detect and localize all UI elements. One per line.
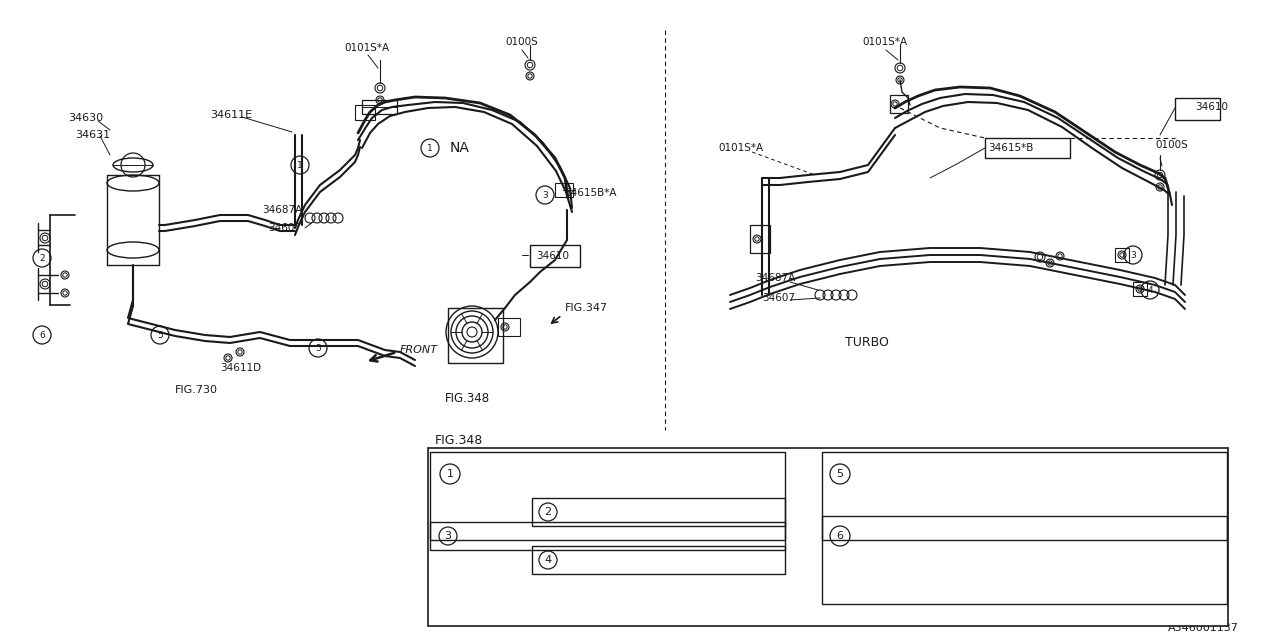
Text: 1: 1 — [428, 143, 433, 152]
Bar — [530, 245, 580, 267]
Text: (04MY-05MY0408): (04MY-05MY0408) — [955, 527, 1061, 541]
Text: (05MY0409-       ): (05MY0409- ) — [955, 573, 1056, 586]
Text: 0474S: 0474S — [858, 527, 895, 541]
Text: 5: 5 — [157, 330, 163, 339]
Text: >: > — [762, 513, 772, 523]
Bar — [822, 452, 1228, 540]
Text: 34631: 34631 — [76, 130, 110, 140]
Text: (06MY0510-       ): (06MY0510- ) — [579, 511, 680, 525]
Text: 34687A: 34687A — [262, 205, 302, 215]
Text: 34615B*A: 34615B*A — [564, 554, 625, 566]
Text: 34610: 34610 — [1196, 102, 1228, 112]
Text: W170063: W170063 — [858, 511, 914, 525]
Bar — [986, 138, 1070, 158]
Text: 5: 5 — [837, 469, 844, 479]
Bar — [448, 308, 503, 363]
Text: 0100S: 0100S — [506, 37, 538, 47]
Text: 6: 6 — [40, 330, 45, 339]
Text: 2: 2 — [40, 253, 45, 262]
Text: 34615*A: 34615*A — [858, 465, 909, 479]
Text: A346001137: A346001137 — [1169, 623, 1239, 633]
Text: 3: 3 — [1130, 250, 1135, 259]
Text: FRONT: FRONT — [401, 345, 438, 355]
Text: 0100S: 0100S — [1155, 140, 1188, 150]
Text: TURBO: TURBO — [845, 335, 888, 349]
Bar — [362, 100, 397, 114]
Text: FIG.347: FIG.347 — [564, 303, 608, 313]
Text: 34615C(02MY-04MY0211): 34615C(02MY-04MY0211) — [465, 529, 617, 543]
Bar — [532, 498, 785, 526]
Text: 6: 6 — [837, 531, 844, 541]
Text: 34610: 34610 — [536, 251, 570, 261]
Text: Q740011: Q740011 — [858, 573, 913, 586]
Text: 1: 1 — [297, 161, 303, 170]
Text: 34611D: 34611D — [220, 363, 261, 373]
Text: NA: NA — [451, 141, 470, 155]
Text: FIG.348: FIG.348 — [445, 392, 490, 404]
Text: 4: 4 — [1147, 285, 1153, 294]
Text: 3: 3 — [543, 191, 548, 200]
Text: 0101S*A: 0101S*A — [861, 37, 908, 47]
Text: 34607: 34607 — [762, 293, 795, 303]
Text: 34611E: 34611E — [210, 110, 252, 120]
Text: 34615B*A: 34615B*A — [564, 188, 617, 198]
Bar — [532, 546, 785, 574]
Text: 34633: 34633 — [564, 506, 602, 518]
Bar — [498, 318, 520, 336]
Bar — [1115, 248, 1129, 262]
Bar — [1175, 98, 1220, 120]
Text: 5: 5 — [315, 344, 321, 353]
Text: 4: 4 — [544, 555, 552, 565]
Bar — [556, 183, 573, 197]
Text: 34615B*B: 34615B*B — [468, 465, 527, 479]
Text: 2: 2 — [544, 507, 552, 517]
Text: 34630: 34630 — [68, 113, 104, 123]
Text: 34607: 34607 — [268, 223, 301, 233]
Text: FIG.348: FIG.348 — [435, 433, 484, 447]
Text: 0101S*A: 0101S*A — [718, 143, 763, 153]
Bar — [750, 225, 771, 253]
Text: FIG.730: FIG.730 — [175, 385, 218, 395]
Bar — [822, 516, 1228, 604]
Text: 0101S*A: 0101S*A — [344, 43, 389, 53]
Text: (04MY-05MY0406): (04MY-05MY0406) — [955, 465, 1061, 479]
Text: 3: 3 — [444, 531, 452, 541]
Bar — [430, 522, 785, 550]
Text: (05MY0407-       ): (05MY0407- ) — [955, 511, 1056, 525]
Bar — [355, 105, 375, 120]
Text: >: > — [1198, 513, 1207, 523]
Text: 34687A: 34687A — [755, 273, 795, 283]
Text: 1: 1 — [447, 469, 453, 479]
Bar — [428, 448, 1228, 626]
Text: 34615*B: 34615*B — [988, 143, 1033, 153]
Text: (04MY-06MY0509): (04MY-06MY0509) — [579, 465, 684, 479]
Bar — [430, 452, 785, 540]
Text: >: > — [1198, 575, 1207, 585]
Bar — [890, 95, 908, 113]
Bar — [1133, 282, 1147, 296]
Text: W170062: W170062 — [468, 511, 525, 525]
